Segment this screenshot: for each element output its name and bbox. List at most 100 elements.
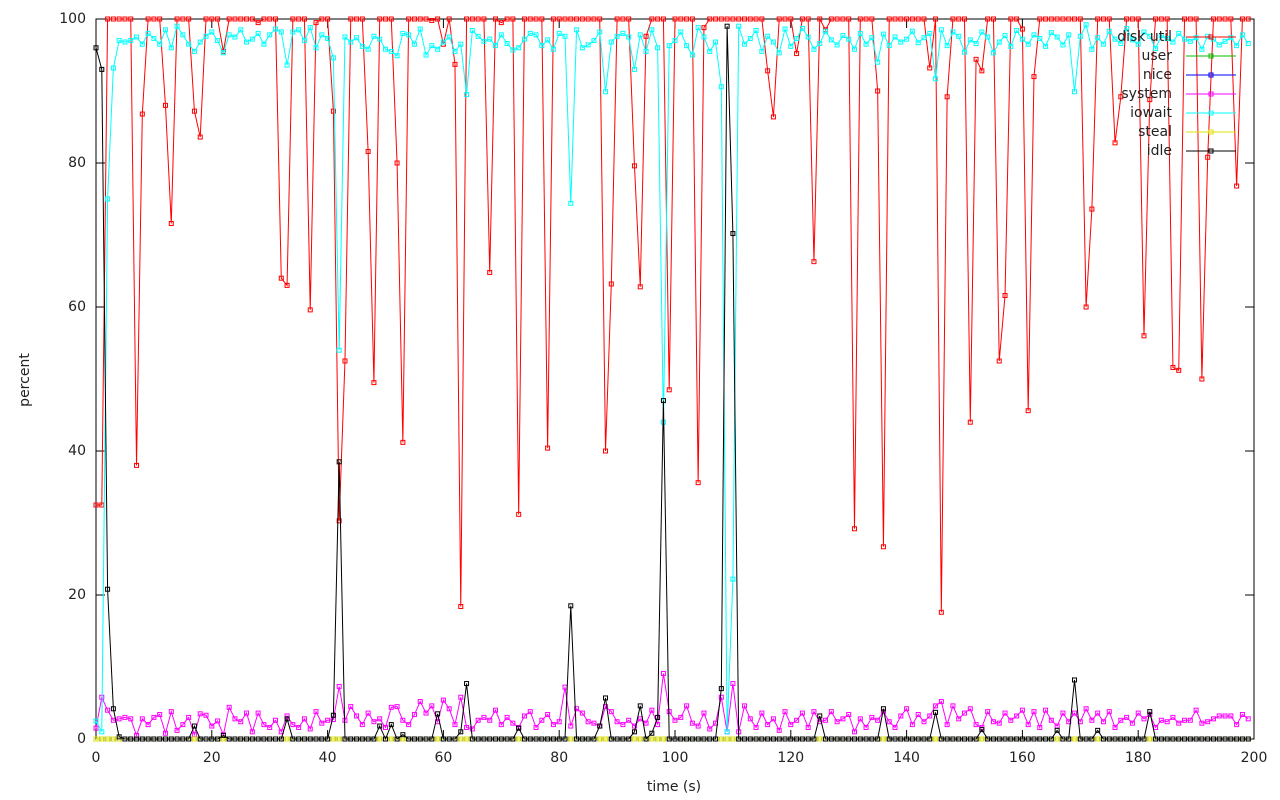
point-marker (498, 736, 504, 742)
point-marker (481, 736, 487, 742)
point-marker (1118, 717, 1124, 723)
point-marker (272, 26, 278, 32)
point-marker (1066, 32, 1072, 38)
point-marker (880, 31, 886, 37)
point-marker (776, 50, 782, 56)
point-marker (539, 736, 545, 742)
point-marker (319, 16, 325, 22)
point-marker (689, 736, 695, 742)
point-marker (1210, 16, 1216, 22)
point-marker (568, 736, 574, 742)
point-marker (388, 722, 394, 728)
point-marker (452, 722, 458, 728)
point-marker (220, 732, 226, 738)
point-marker (354, 16, 360, 22)
point-marker (371, 719, 377, 725)
point-marker (805, 34, 811, 40)
point-marker (585, 719, 591, 725)
point-marker (359, 722, 365, 728)
point-marker (122, 39, 128, 45)
point-marker (1182, 16, 1188, 22)
point-marker (319, 736, 325, 742)
point-marker (556, 719, 562, 725)
point-marker (1060, 736, 1066, 742)
point-marker (342, 34, 348, 40)
point-marker (504, 736, 510, 742)
point-marker (574, 736, 580, 742)
point-marker (1072, 736, 1078, 742)
point-marker (134, 736, 140, 742)
point-marker (985, 34, 991, 40)
point-marker (157, 16, 163, 22)
point-marker (110, 65, 116, 71)
point-marker (383, 736, 388, 742)
point-marker (603, 736, 609, 742)
point-marker (927, 736, 933, 742)
point-marker (342, 736, 348, 742)
point-marker (933, 709, 939, 715)
point-marker (811, 46, 817, 52)
point-marker (1176, 367, 1182, 373)
point-marker (637, 703, 643, 709)
point-marker (585, 42, 591, 48)
point-marker (1106, 16, 1112, 22)
point-marker (626, 717, 632, 723)
point-marker (921, 35, 927, 41)
point-marker (1158, 16, 1164, 22)
point-marker (840, 716, 846, 722)
point-marker (678, 16, 684, 22)
point-marker (1025, 722, 1031, 728)
point-marker (799, 710, 805, 716)
point-marker (1147, 736, 1153, 742)
point-marker (1239, 32, 1245, 38)
point-marker (1095, 35, 1101, 41)
point-marker (1048, 736, 1054, 742)
point-marker (747, 736, 753, 742)
point-marker (1170, 364, 1176, 370)
point-marker (1066, 16, 1072, 22)
point-marker (307, 736, 313, 742)
point-marker (1112, 36, 1118, 42)
point-marker (1176, 30, 1182, 36)
point-marker (388, 48, 394, 54)
legend-marker (1208, 110, 1214, 116)
point-marker (533, 32, 539, 38)
point-marker (626, 16, 632, 22)
legend-marker (1208, 129, 1214, 135)
point-marker (956, 716, 962, 722)
point-marker (1095, 16, 1101, 22)
point-marker (498, 20, 504, 26)
point-marker (1025, 408, 1031, 414)
point-marker (1234, 722, 1240, 728)
point-marker (840, 33, 846, 39)
point-marker (383, 16, 388, 22)
point-marker (736, 23, 742, 29)
point-marker (1124, 736, 1130, 742)
point-marker (990, 16, 996, 22)
point-marker (996, 39, 1002, 45)
point-marker (1239, 712, 1245, 718)
point-marker (209, 736, 215, 742)
point-marker (1008, 717, 1014, 723)
point-marker (301, 16, 307, 22)
point-marker (678, 736, 684, 742)
point-marker (134, 34, 140, 40)
point-marker (753, 16, 759, 22)
point-marker (886, 43, 892, 49)
point-marker (1187, 16, 1193, 22)
point-marker (411, 41, 417, 47)
point-marker (875, 88, 881, 94)
point-marker (915, 712, 921, 718)
point-marker (1072, 16, 1078, 22)
point-marker (904, 36, 910, 42)
point-marker (574, 27, 580, 33)
point-marker (145, 16, 151, 22)
point-marker (944, 43, 950, 49)
point-marker (811, 259, 817, 265)
point-marker (516, 45, 522, 51)
point-marker (863, 41, 869, 47)
point-marker (875, 736, 881, 742)
point-marker (435, 711, 441, 717)
point-marker (857, 30, 863, 36)
point-marker (770, 39, 776, 45)
